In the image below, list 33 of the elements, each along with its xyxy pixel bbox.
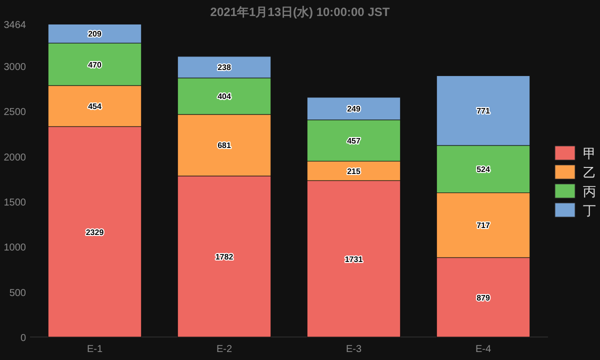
y-tick-label: 3000 — [4, 62, 26, 73]
data-label: 1782 — [215, 252, 234, 262]
data-label: 238 — [218, 63, 232, 72]
data-label: 771 — [476, 106, 490, 116]
legend-label: 丁 — [583, 203, 596, 218]
data-label: 717 — [476, 221, 490, 230]
data-label: 215 — [347, 166, 361, 176]
data-label: 2329 — [86, 228, 104, 237]
title: 2021年1月13日(水) 10:00:00 JST — [210, 5, 390, 19]
x-tick-label: E-3 — [346, 344, 362, 355]
data-label: 524 — [476, 165, 490, 174]
data-label: 249 — [347, 104, 361, 114]
y-tick-label: 2000 — [4, 152, 26, 164]
y-tick-label: 3464 — [4, 20, 26, 31]
data-label: 209 — [88, 30, 102, 39]
data-label: 470 — [88, 60, 102, 70]
data-label: 457 — [347, 136, 361, 146]
y-tick-label: 1000 — [4, 242, 26, 254]
legend-label: 丙 — [583, 184, 596, 199]
legend-label: 甲 — [583, 146, 596, 161]
y-tick-label: 2500 — [4, 107, 26, 118]
x-tick-label: E-4 — [475, 344, 492, 355]
y-tick-label: 1500 — [4, 197, 26, 208]
data-label: 454 — [88, 102, 102, 112]
y-tick-label: 500 — [9, 288, 26, 299]
data-label: 404 — [218, 92, 232, 102]
x-tick-label: E-2 — [216, 344, 232, 355]
data-label: 1731 — [344, 254, 364, 264]
data-label: 879 — [476, 293, 490, 302]
x-tick-label: E-1 — [86, 344, 103, 355]
data-label: 681 — [218, 141, 232, 150]
legend-label: 乙 — [583, 165, 596, 180]
y-tick-label: 0 — [20, 333, 26, 344]
